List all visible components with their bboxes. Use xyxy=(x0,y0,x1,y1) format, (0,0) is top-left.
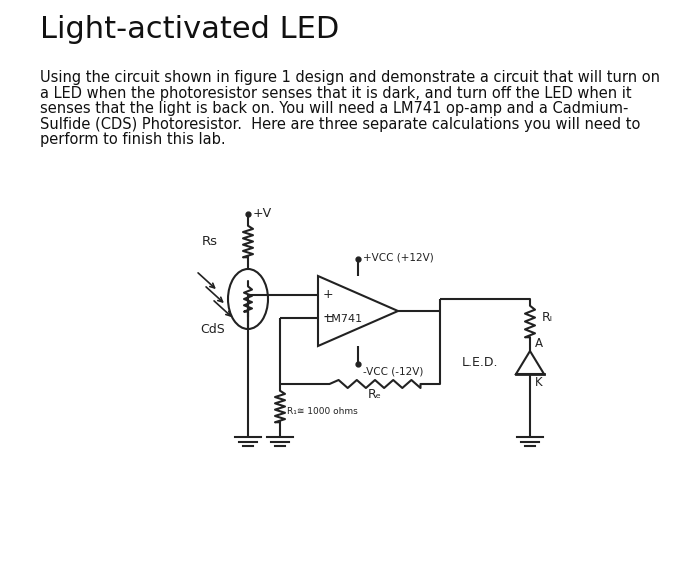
Text: +VCC (+12V): +VCC (+12V) xyxy=(363,252,434,262)
Text: +: + xyxy=(323,288,334,301)
Text: Rₗ: Rₗ xyxy=(542,311,553,324)
Text: K: K xyxy=(535,376,542,389)
Text: a LED when the photoresistor senses that it is dark, and turn off the LED when i: a LED when the photoresistor senses that… xyxy=(40,85,631,101)
Text: Using the circuit shown in figure 1 design and demonstrate a circuit that will t: Using the circuit shown in figure 1 desi… xyxy=(40,70,660,85)
Text: Light-activated LED: Light-activated LED xyxy=(40,15,339,44)
Text: senses that the light is back on. You will need a LM741 op-amp and a Cadmium-: senses that the light is back on. You wi… xyxy=(40,101,629,116)
Text: Rₑ: Rₑ xyxy=(368,388,382,401)
Text: A: A xyxy=(535,337,543,350)
Text: Sulfide (CDS) Photoresistor.  Here are three separate calculations you will need: Sulfide (CDS) Photoresistor. Here are th… xyxy=(40,117,640,131)
Text: -VCC (-12V): -VCC (-12V) xyxy=(363,366,424,376)
Text: perform to finish this lab.: perform to finish this lab. xyxy=(40,132,225,147)
Text: LM741: LM741 xyxy=(326,314,363,324)
Text: Rs: Rs xyxy=(202,235,218,248)
Text: L.E.D.: L.E.D. xyxy=(462,356,498,369)
Text: +V: +V xyxy=(253,207,272,220)
Text: CdS: CdS xyxy=(200,323,225,336)
Text: R₁≅ 1000 ohms: R₁≅ 1000 ohms xyxy=(287,407,358,417)
Text: −: − xyxy=(323,310,335,324)
